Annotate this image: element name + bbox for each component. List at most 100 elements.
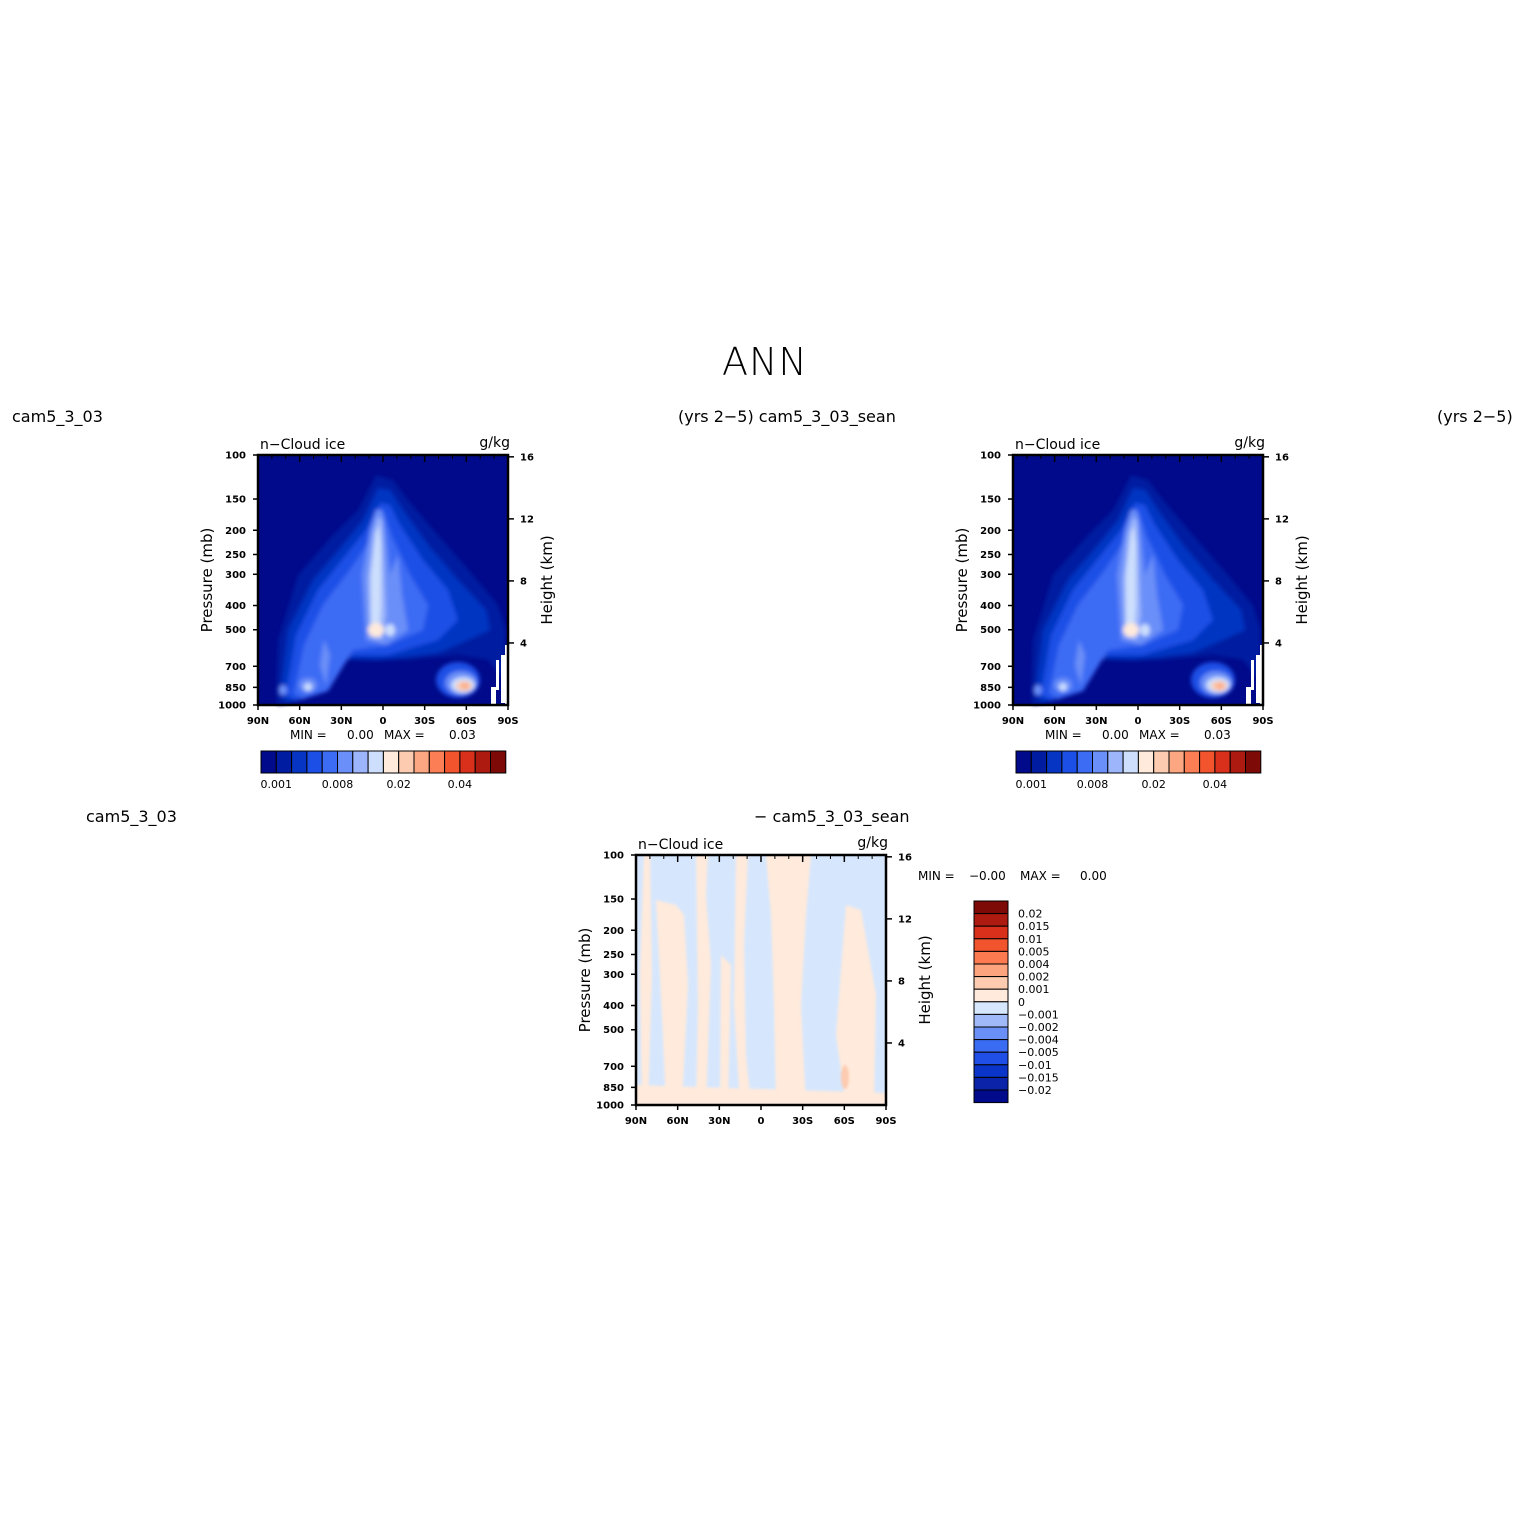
- colorbar-label: −0.001: [1018, 1008, 1059, 1021]
- colorbar-label: −0.015: [1018, 1071, 1059, 1084]
- colorbar-label: 0.008: [1077, 778, 1109, 791]
- x-tick-label: 0: [380, 716, 387, 727]
- colorbar-swatch: [973, 1026, 1009, 1041]
- y-axis-label: Pressure (mb): [576, 928, 594, 1033]
- colorbar-swatch: [973, 900, 1009, 915]
- y-tick-label: 1000: [218, 701, 246, 712]
- colorbar-label: 0.01: [1018, 933, 1043, 946]
- contour-level-7: [371, 525, 381, 635]
- x-tick-label: 90N: [247, 716, 269, 727]
- colorbar-swatch: [1015, 750, 1032, 774]
- colorbar-swatch: [973, 976, 1009, 990]
- main-title: ANN: [722, 340, 808, 384]
- y-tick-label: 400: [225, 601, 246, 612]
- max-label: MAX =: [1139, 728, 1180, 742]
- max-value: 0.03: [449, 728, 476, 742]
- positive-diff-band: [720, 955, 731, 1105]
- x-tick-label: 30N: [330, 716, 352, 727]
- y-tick-label: 200: [980, 526, 1001, 537]
- colorbar-swatch: [428, 750, 446, 774]
- contour-max-tropics: [368, 623, 384, 637]
- y-tick-label: 300: [225, 570, 246, 581]
- positive-diff-band: [656, 900, 688, 1105]
- colorbar-swatch: [973, 1051, 1009, 1066]
- max-value: 0.00: [1080, 869, 1107, 883]
- x-tick-label: 60S: [456, 716, 477, 727]
- positive-diff-band: [640, 855, 652, 1105]
- max-value: 0.03: [1204, 728, 1231, 742]
- positive-diff-band: [766, 855, 811, 1105]
- colorbar-swatch: [352, 750, 369, 774]
- y-tick-label: 850: [980, 683, 1001, 694]
- y-tick-label: 100: [603, 851, 624, 862]
- contour-sh-5: [461, 683, 469, 689]
- colorbar-swatch: [1122, 750, 1139, 774]
- field-contours: [276, 475, 506, 705]
- missing-data-mask: [491, 645, 508, 705]
- y-tick-label: 500: [225, 625, 246, 636]
- contour-nh-3: [279, 685, 287, 695]
- colorbar-swatch: [973, 1064, 1009, 1078]
- colorbar-label: 0.001: [1016, 778, 1048, 791]
- missing-data-cell: [491, 687, 496, 705]
- y2-tick-label: 12: [1275, 514, 1289, 525]
- y-tick-label: 250: [980, 550, 1001, 561]
- colorbar-label: 0.004: [1018, 958, 1050, 971]
- contour-level-5-nh: [320, 640, 330, 685]
- colorbar-swatch: [1092, 750, 1109, 774]
- y2-tick-label: 16: [898, 852, 912, 863]
- colorbar-label: 0.001: [261, 778, 293, 791]
- y-tick-label: 700: [980, 662, 1001, 673]
- x-tick-label: 90N: [1002, 716, 1024, 727]
- colorbar-swatch: [1168, 750, 1185, 774]
- colorbar-swatch: [1214, 750, 1231, 774]
- y-tick-label: 400: [980, 601, 1001, 612]
- colorbar-label: −0.02: [1018, 1084, 1052, 1097]
- colorbar-swatch: [306, 750, 323, 774]
- y-tick-label: 500: [603, 1025, 624, 1036]
- x-tick-label: 60N: [667, 1116, 689, 1127]
- missing-data-cell: [1260, 645, 1263, 705]
- x-tick-label: 90S: [875, 1116, 896, 1127]
- min-value: 0.00: [347, 728, 374, 742]
- y2-tick-label: 8: [1275, 576, 1282, 587]
- y-tick-label: 250: [603, 950, 624, 961]
- missing-data-cell: [1246, 687, 1251, 705]
- colorbar-swatch: [1046, 750, 1063, 774]
- panel-units: g/kg: [857, 835, 888, 851]
- y-axis-label: Pressure (mb): [198, 528, 216, 633]
- x-tick-label: 30N: [708, 1116, 730, 1127]
- y-tick-label: 700: [225, 662, 246, 673]
- colorbar-swatch: [973, 1013, 1009, 1028]
- field-contours: [636, 855, 886, 1105]
- contour-sh-5: [1216, 683, 1224, 689]
- colorbar-label: −0.005: [1018, 1046, 1059, 1059]
- panel-bottom-difference: 90N 60N 30N 0 30S 60S 90S 100 150 200 250 300 400 500…: [576, 835, 1107, 1127]
- y-tick-label: 850: [603, 1083, 624, 1094]
- x-tick-label: 90N: [625, 1116, 647, 1127]
- y2-tick-label: 8: [898, 976, 905, 987]
- y-tick-label: 400: [603, 1001, 624, 1012]
- y-tick-label: 1000: [596, 1101, 624, 1112]
- colorbar-label: 0.04: [448, 778, 473, 791]
- panel-title: n−Cloud ice: [638, 837, 723, 853]
- colorbar-label: 0.005: [1018, 945, 1050, 958]
- y-tick-label: 300: [980, 570, 1001, 581]
- contour-nh-2: [1059, 683, 1067, 691]
- min-value: 0.00: [1102, 728, 1129, 742]
- y2-tick-label: 12: [898, 914, 912, 925]
- y-tick-label: 300: [603, 970, 624, 981]
- colorbar-swatch: [444, 750, 461, 774]
- x-tick-label: 90S: [497, 716, 518, 727]
- y-tick-label: 200: [225, 526, 246, 537]
- colorbar-swatch: [1107, 750, 1124, 774]
- min-label: MIN =: [290, 728, 327, 742]
- colorbar-swatch: [973, 950, 1009, 965]
- colorbar-swatch: [973, 925, 1009, 940]
- y-tick-label: 700: [603, 1062, 624, 1073]
- missing-data-cell: [501, 655, 505, 703]
- colorbar-label: 0: [1018, 996, 1025, 1009]
- x-tick-label: 90S: [1252, 716, 1273, 727]
- colorbar-swatch: [413, 750, 430, 774]
- positive-diff-band: [734, 855, 751, 1105]
